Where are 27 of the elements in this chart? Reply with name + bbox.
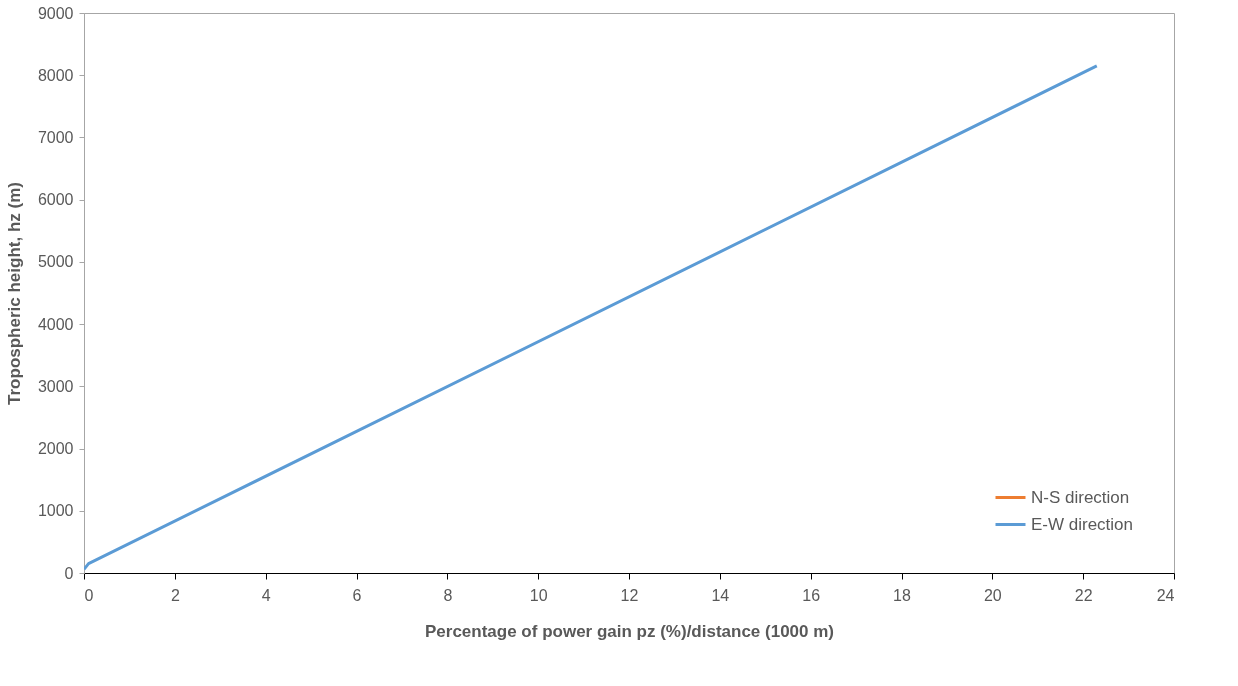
- y-tick-label: 7000: [37, 128, 74, 146]
- x-tick-label: 14: [711, 586, 730, 604]
- x-tick-label: 0: [84, 586, 94, 604]
- y-tick-label: 8000: [37, 66, 74, 84]
- x-tick-label: 20: [983, 586, 1002, 604]
- legend-label: E-W direction: [1031, 514, 1134, 534]
- y-tick-label: 9000: [37, 4, 74, 22]
- x-tick-label: 16: [802, 586, 821, 604]
- x-tick-label: 12: [620, 586, 639, 604]
- y-tick-label: 0: [64, 564, 74, 582]
- x-tick-label: 2: [170, 586, 180, 604]
- y-axis-title: Tropospheric height, hz (m): [4, 182, 24, 405]
- y-tick-label: 4000: [37, 315, 74, 333]
- y-tick-label: 1000: [37, 502, 74, 520]
- legend-label: N-S direction: [1031, 487, 1130, 507]
- x-axis-title: Percentage of power gain pz (%)/distance (1000 m): [424, 621, 835, 641]
- x-tick-label: 8: [443, 586, 453, 604]
- x-tick-label: 24: [1156, 586, 1175, 604]
- y-tick-label: 2000: [37, 440, 74, 458]
- y-tick-label: 5000: [37, 253, 74, 271]
- x-tick-label: 10: [529, 586, 548, 604]
- x-tick-label: 22: [1074, 586, 1093, 604]
- x-tick-label: 4: [261, 586, 271, 604]
- y-tick-label: 3000: [37, 377, 74, 395]
- x-tick-label: 6: [352, 586, 362, 604]
- y-tick-label: 6000: [37, 191, 74, 209]
- x-tick-label: 18: [893, 586, 911, 604]
